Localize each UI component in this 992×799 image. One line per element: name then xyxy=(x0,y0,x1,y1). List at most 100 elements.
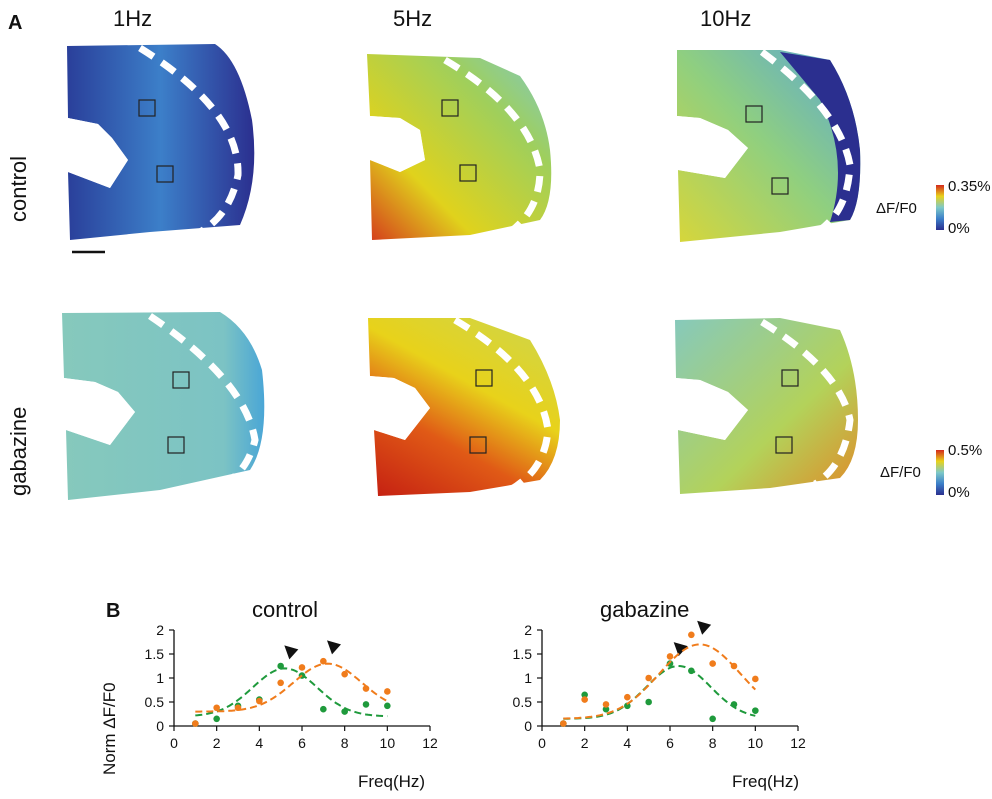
plot-gabazine: 0 2 4 6 8 10 12 0 0.5 1 1.5 2 xyxy=(513,620,806,751)
data-point-orange xyxy=(624,693,631,701)
panel-b-letter: B xyxy=(106,600,121,622)
data-point-green xyxy=(213,715,220,723)
peak-arrow xyxy=(327,640,341,655)
plot-title-control: control xyxy=(252,597,319,622)
data-point-green xyxy=(277,662,284,670)
data-point-orange xyxy=(234,704,242,712)
y-tick-label: 2 xyxy=(524,622,532,638)
x-tick-label: 2 xyxy=(581,735,589,751)
x-tick-label: 2 xyxy=(213,735,221,751)
data-point-orange xyxy=(256,697,263,705)
roi-box xyxy=(781,369,799,387)
image-gabazine-10hz xyxy=(675,318,858,494)
colorbar-gabazine-max: 0.5% xyxy=(948,442,983,459)
plot-title-gabazine: gabazine xyxy=(600,597,690,622)
roi-box xyxy=(775,436,793,454)
image-gabazine-1hz xyxy=(62,312,265,500)
panel-a-letter: A xyxy=(8,12,23,34)
image-gabazine-5hz xyxy=(368,316,560,496)
fit-curve-orange xyxy=(563,643,757,720)
roi-box xyxy=(745,105,763,123)
data-point-orange xyxy=(602,701,610,708)
y-tick-label: 0.5 xyxy=(513,694,533,710)
x-tick-label: 8 xyxy=(341,735,349,751)
peak-arrow xyxy=(673,642,688,657)
roi-box xyxy=(771,177,789,195)
x-tick-label: 4 xyxy=(255,735,263,751)
peak-arrow xyxy=(697,620,712,635)
data-point-green xyxy=(362,701,370,708)
freq-label-5hz: 5Hz xyxy=(393,6,433,31)
roi-box xyxy=(172,371,190,389)
x-tick-label: 12 xyxy=(422,735,438,751)
data-point-orange xyxy=(560,720,567,727)
data-point-orange xyxy=(213,704,220,712)
data-point-green xyxy=(581,691,588,699)
colorbar-control-max: 0.35% xyxy=(948,178,991,195)
colorbar-gabazine-label: ΔF/F0 xyxy=(880,464,921,481)
data-point-orange xyxy=(192,720,199,727)
freq-label-10hz: 10Hz xyxy=(700,6,752,31)
data-point-green xyxy=(752,707,759,714)
y-tick-label: 0 xyxy=(524,718,532,734)
data-point-green xyxy=(730,701,738,708)
x-axis-label-control: Freq(Hz) xyxy=(358,772,426,791)
roi-box xyxy=(167,436,185,454)
data-point-green xyxy=(602,705,610,713)
data-point-green xyxy=(320,705,327,713)
data-point-orange xyxy=(709,660,716,667)
roi-box xyxy=(441,99,459,117)
x-tick-label: 10 xyxy=(748,735,764,751)
roi-box xyxy=(475,369,493,387)
data-point-green xyxy=(624,702,631,710)
data-point-orange xyxy=(688,631,695,639)
roi-box xyxy=(459,164,477,182)
x-tick-label: 12 xyxy=(790,735,806,751)
colorbar-control-min: 0% xyxy=(948,220,970,237)
data-point-orange xyxy=(666,653,674,660)
x-tick-label: 0 xyxy=(170,735,178,751)
peak-arrow xyxy=(284,645,299,660)
x-tick-label: 6 xyxy=(666,735,674,751)
data-point-orange xyxy=(277,679,284,687)
data-point-orange xyxy=(320,657,327,665)
colorbar-control xyxy=(936,185,944,230)
colorbar-control-label: ΔF/F0 xyxy=(876,200,917,217)
x-tick-label: 8 xyxy=(709,735,717,751)
data-point-green xyxy=(341,708,348,715)
data-point-green xyxy=(645,698,652,706)
colorbar-gabazine xyxy=(936,450,944,495)
data-point-orange xyxy=(752,675,759,683)
y-axis-label: Norm ΔF/F0 xyxy=(100,682,119,775)
x-tick-label: 4 xyxy=(623,735,631,751)
data-point-orange xyxy=(341,670,348,678)
roi-box xyxy=(156,165,174,183)
data-point-orange xyxy=(730,662,738,670)
data-point-green xyxy=(384,702,391,710)
y-tick-label: 1.5 xyxy=(145,646,165,662)
colorbar-gabazine-min: 0% xyxy=(948,484,970,501)
image-control-10hz xyxy=(677,49,861,242)
image-control-5hz xyxy=(367,54,552,240)
data-point-orange xyxy=(362,685,370,692)
freq-label-1hz: 1Hz xyxy=(113,6,153,31)
fit-curve-green xyxy=(195,667,388,718)
y-tick-label: 2 xyxy=(156,622,164,638)
roi-box xyxy=(469,436,487,454)
x-tick-label: 10 xyxy=(380,735,396,751)
y-tick-label: 0.5 xyxy=(145,694,165,710)
y-tick-label: 1 xyxy=(156,670,164,686)
fit-curve-orange xyxy=(195,662,388,713)
x-axis-label-gabazine: Freq(Hz) xyxy=(732,772,800,791)
data-point-orange xyxy=(384,688,391,695)
data-point-orange xyxy=(581,696,588,703)
roi-box xyxy=(138,99,156,117)
y-tick-label: 1.5 xyxy=(513,646,533,662)
y-tick-label: 0 xyxy=(156,718,164,734)
y-tick-label: 1 xyxy=(524,670,532,686)
plot-control: 0 2 4 6 8 10 12 0 0.5 1 1.5 2 xyxy=(145,622,438,751)
x-tick-label: 6 xyxy=(298,735,306,751)
data-point-green xyxy=(688,667,695,675)
data-point-orange xyxy=(298,664,306,671)
x-tick-label: 0 xyxy=(538,735,546,751)
